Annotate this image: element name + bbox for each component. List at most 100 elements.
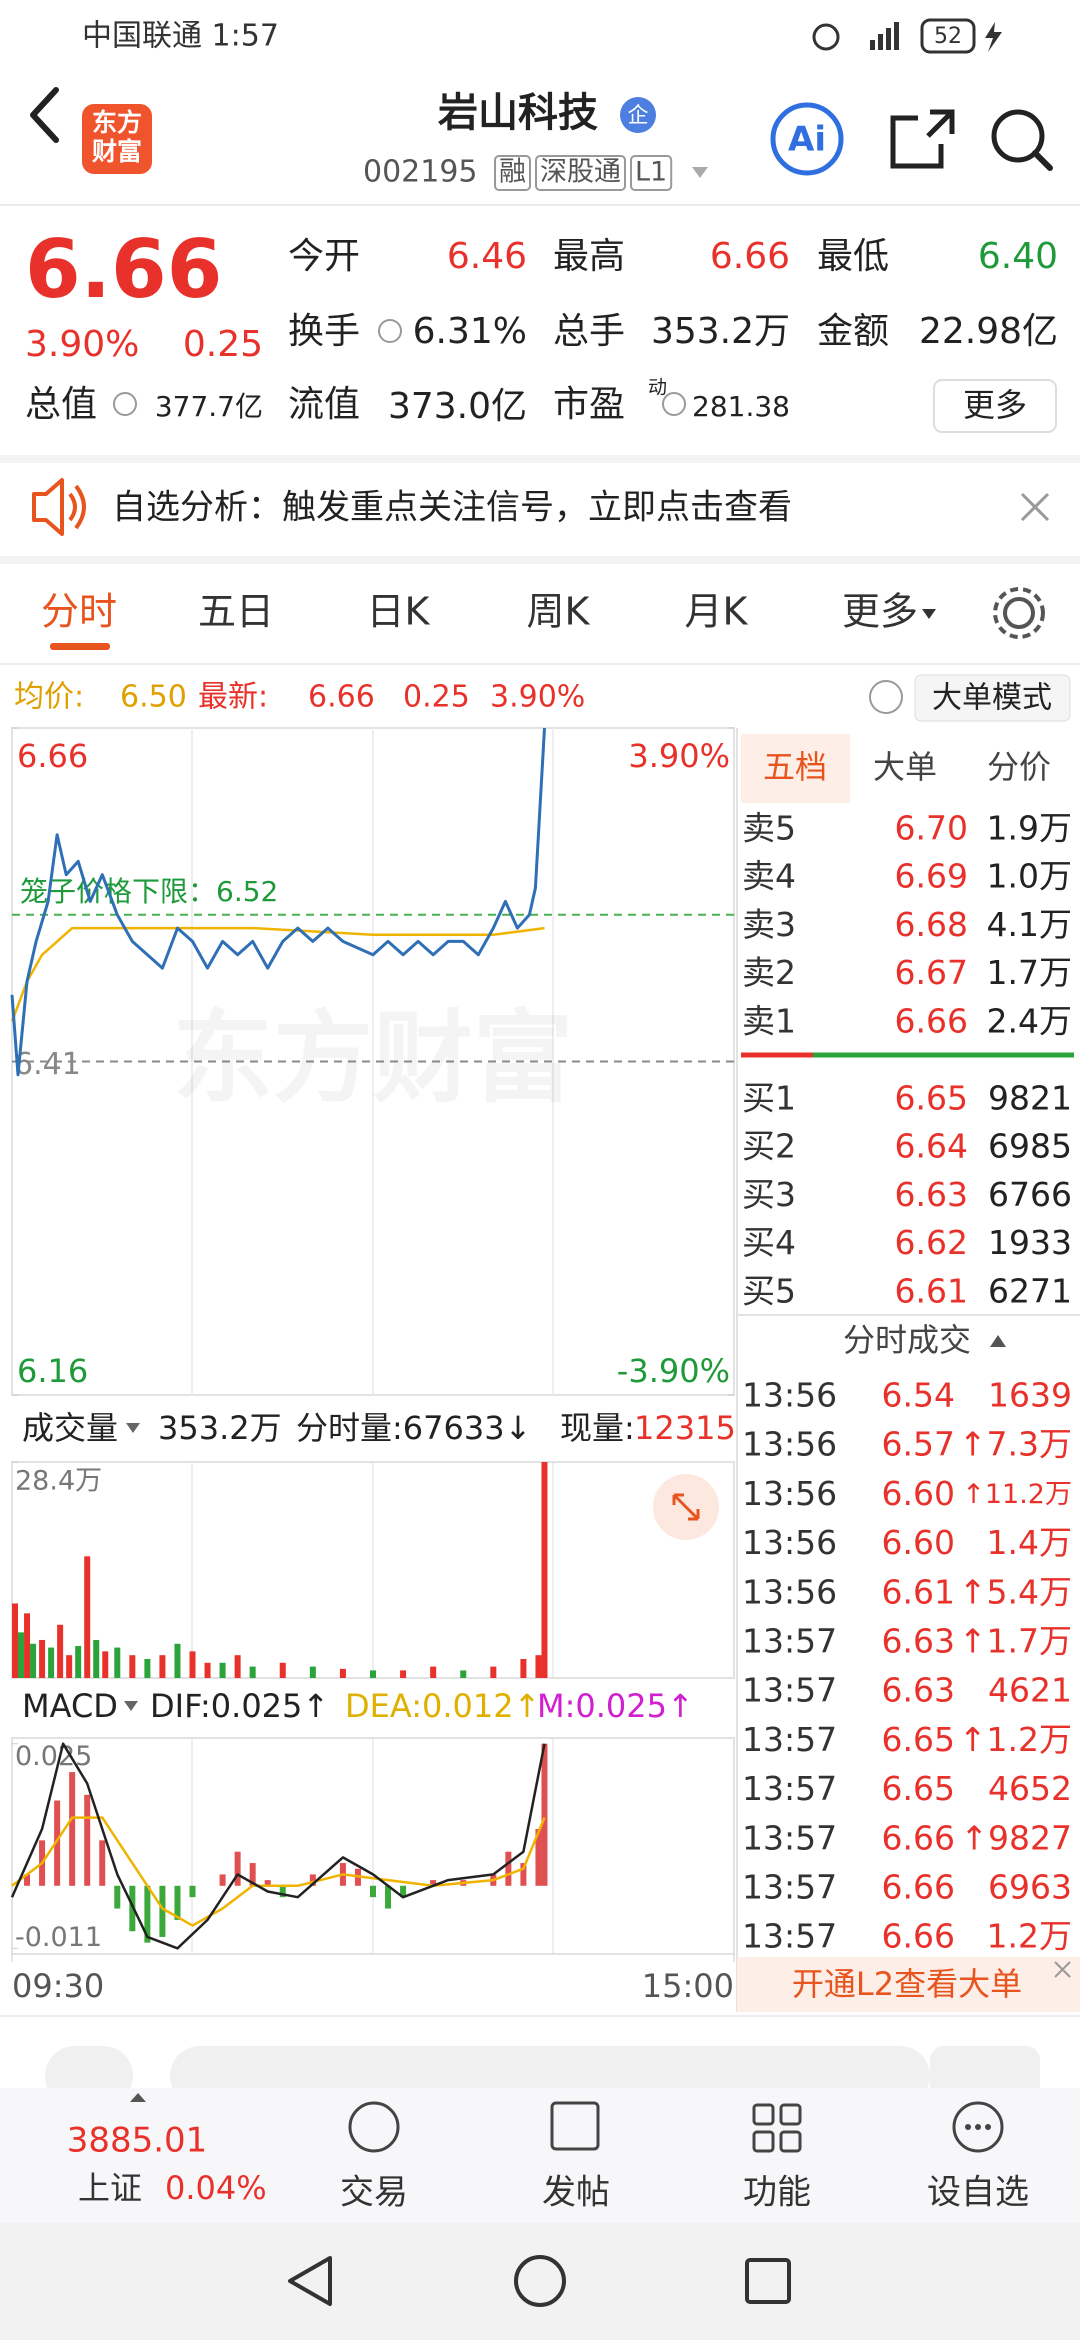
volume-bar — [460, 1670, 467, 1678]
macd-bar — [279, 1885, 286, 1898]
carrier-time: 中国联通 1:57 — [82, 19, 279, 54]
share-button[interactable] — [890, 109, 955, 169]
macd-frame — [11, 1737, 735, 1955]
ai-label[interactable]: Ai — [788, 120, 826, 160]
tab[interactable]: 周K — [527, 590, 591, 634]
nav-back[interactable] — [288, 2256, 332, 2306]
logo-text: 东方 — [92, 108, 142, 137]
tab[interactable]: 月K — [685, 590, 749, 634]
last-value: 6.66 — [308, 680, 375, 715]
dropdown-icon[interactable] — [126, 1423, 140, 1433]
trade-time: 13:57 — [742, 1769, 837, 1808]
volume-bar — [174, 1643, 181, 1678]
info-icon[interactable] — [113, 392, 137, 416]
volume-bar — [309, 1666, 316, 1678]
tab[interactable]: 更多 — [842, 590, 918, 634]
info-icon[interactable] — [662, 392, 686, 416]
macd-bar — [385, 1885, 392, 1909]
m-label: M:0.025↑ — [537, 1687, 694, 1725]
tag-box — [494, 155, 531, 191]
expand-icon[interactable] — [130, 2093, 146, 2102]
trade-icon[interactable] — [348, 2101, 400, 2153]
volume-bar — [75, 1646, 82, 1678]
tab[interactable]: 五日 — [198, 590, 274, 634]
watchlist-icon[interactable] — [952, 2101, 1004, 2153]
nav-item[interactable]: 交易 — [340, 2173, 408, 2213]
sort-icon[interactable] — [990, 1335, 1006, 1347]
macd-bar — [99, 1840, 106, 1886]
active-tab-bg — [741, 734, 850, 803]
nav-item[interactable]: 功能 — [743, 2173, 811, 2213]
more-label[interactable]: 更多 — [963, 386, 1027, 424]
volume-bar — [84, 1556, 91, 1678]
pct-value: 3.90% — [490, 680, 585, 715]
more-button[interactable] — [933, 379, 1057, 433]
system-nav — [0, 2223, 1080, 2340]
change-pct: 3.90% — [25, 324, 139, 365]
trade-price: 6.66 — [882, 1868, 955, 1907]
nav-item[interactable]: 发帖 — [542, 2173, 610, 2213]
volume-bar — [93, 1639, 100, 1678]
close-promo[interactable] — [1054, 1961, 1071, 1978]
tab[interactable]: 日K — [367, 590, 431, 634]
nav-home[interactable] — [514, 2255, 566, 2307]
book-tab[interactable]: 五档 — [763, 748, 827, 786]
volume-bar — [102, 1651, 109, 1678]
dropdown-icon[interactable] — [692, 167, 708, 178]
macd-bar — [249, 1863, 256, 1886]
macd-bar — [24, 1874, 31, 1886]
trade-time: 13:56 — [742, 1474, 837, 1513]
settings-gear — [993, 587, 1045, 639]
book-volume: 9821 — [988, 1079, 1072, 1118]
info-icon[interactable] — [378, 319, 402, 343]
book-price: 6.61 — [895, 1271, 968, 1310]
pct-tick-label: 3.90% — [628, 737, 730, 775]
volume-bar — [204, 1662, 211, 1678]
tab[interactable]: 分时 — [41, 590, 117, 634]
ai-button[interactable] — [770, 102, 844, 176]
stat-label: 最低 — [817, 236, 889, 277]
trade-time: 13:57 — [742, 1720, 837, 1759]
last-label: 最新: — [198, 680, 268, 715]
trade-time: 13:56 — [742, 1376, 837, 1415]
book-volume: 4.1万 — [987, 905, 1072, 944]
volume-label[interactable]: 成交量 — [22, 1409, 118, 1447]
macd-bar — [114, 1885, 121, 1909]
back-button[interactable] — [30, 87, 59, 143]
settings-button[interactable] — [1003, 597, 1035, 629]
nav-recent[interactable] — [745, 2258, 791, 2304]
book-tab[interactable]: 大单 — [873, 748, 937, 786]
close-notice[interactable] — [1020, 492, 1050, 522]
promo-text[interactable]: 开通L2查看大单 — [792, 1965, 1022, 2003]
dropdown-icon[interactable] — [922, 609, 936, 619]
trade-price: 6.65 — [882, 1720, 955, 1759]
volume-bar — [66, 1655, 73, 1678]
mode-label[interactable]: 大单模式 — [932, 681, 1052, 716]
post-icon[interactable] — [550, 2101, 600, 2151]
divider — [0, 455, 1080, 463]
macd-bar — [129, 1885, 136, 1932]
promo-bg[interactable] — [737, 1957, 1080, 2012]
book-price: 6.63 — [895, 1175, 968, 1214]
nav-item[interactable]: 设自选 — [927, 2173, 1029, 2213]
index-value[interactable]: 3885.01 — [67, 2121, 208, 2161]
search-button[interactable] — [991, 109, 1045, 163]
book-tab[interactable]: 分价 — [987, 748, 1051, 786]
volume-minute: 分时量:67633↓ — [296, 1409, 531, 1447]
help-icon[interactable] — [869, 680, 903, 714]
mode-button[interactable] — [914, 674, 1071, 722]
macd-bar — [234, 1851, 241, 1886]
tag: 融 — [499, 157, 526, 188]
macd-bar — [189, 1885, 196, 1898]
macd-bar — [69, 1772, 76, 1886]
function-icon[interactable] — [752, 2103, 802, 2153]
dropdown-icon[interactable] — [124, 1701, 138, 1711]
y-tick-label: 28.4万 — [15, 1466, 102, 1497]
notice-text[interactable]: 自选分析：触发重点关注信号，立即点击查看 — [112, 488, 792, 528]
macd-label[interactable]: MACD — [22, 1687, 118, 1725]
pct-tick-label: -3.90% — [617, 1352, 730, 1390]
speaker-icon — [32, 478, 86, 536]
